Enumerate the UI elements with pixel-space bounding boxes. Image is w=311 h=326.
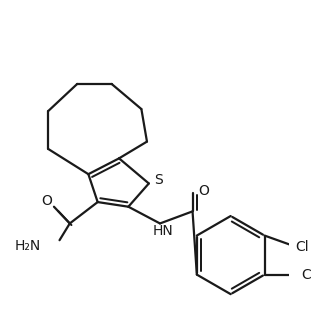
Text: O: O [41, 194, 52, 208]
Text: Cl: Cl [295, 240, 309, 254]
Text: S: S [154, 173, 163, 187]
Text: Cl: Cl [301, 268, 311, 282]
Text: H₂N: H₂N [15, 239, 41, 253]
Text: O: O [198, 184, 209, 198]
Text: HN: HN [152, 224, 173, 238]
